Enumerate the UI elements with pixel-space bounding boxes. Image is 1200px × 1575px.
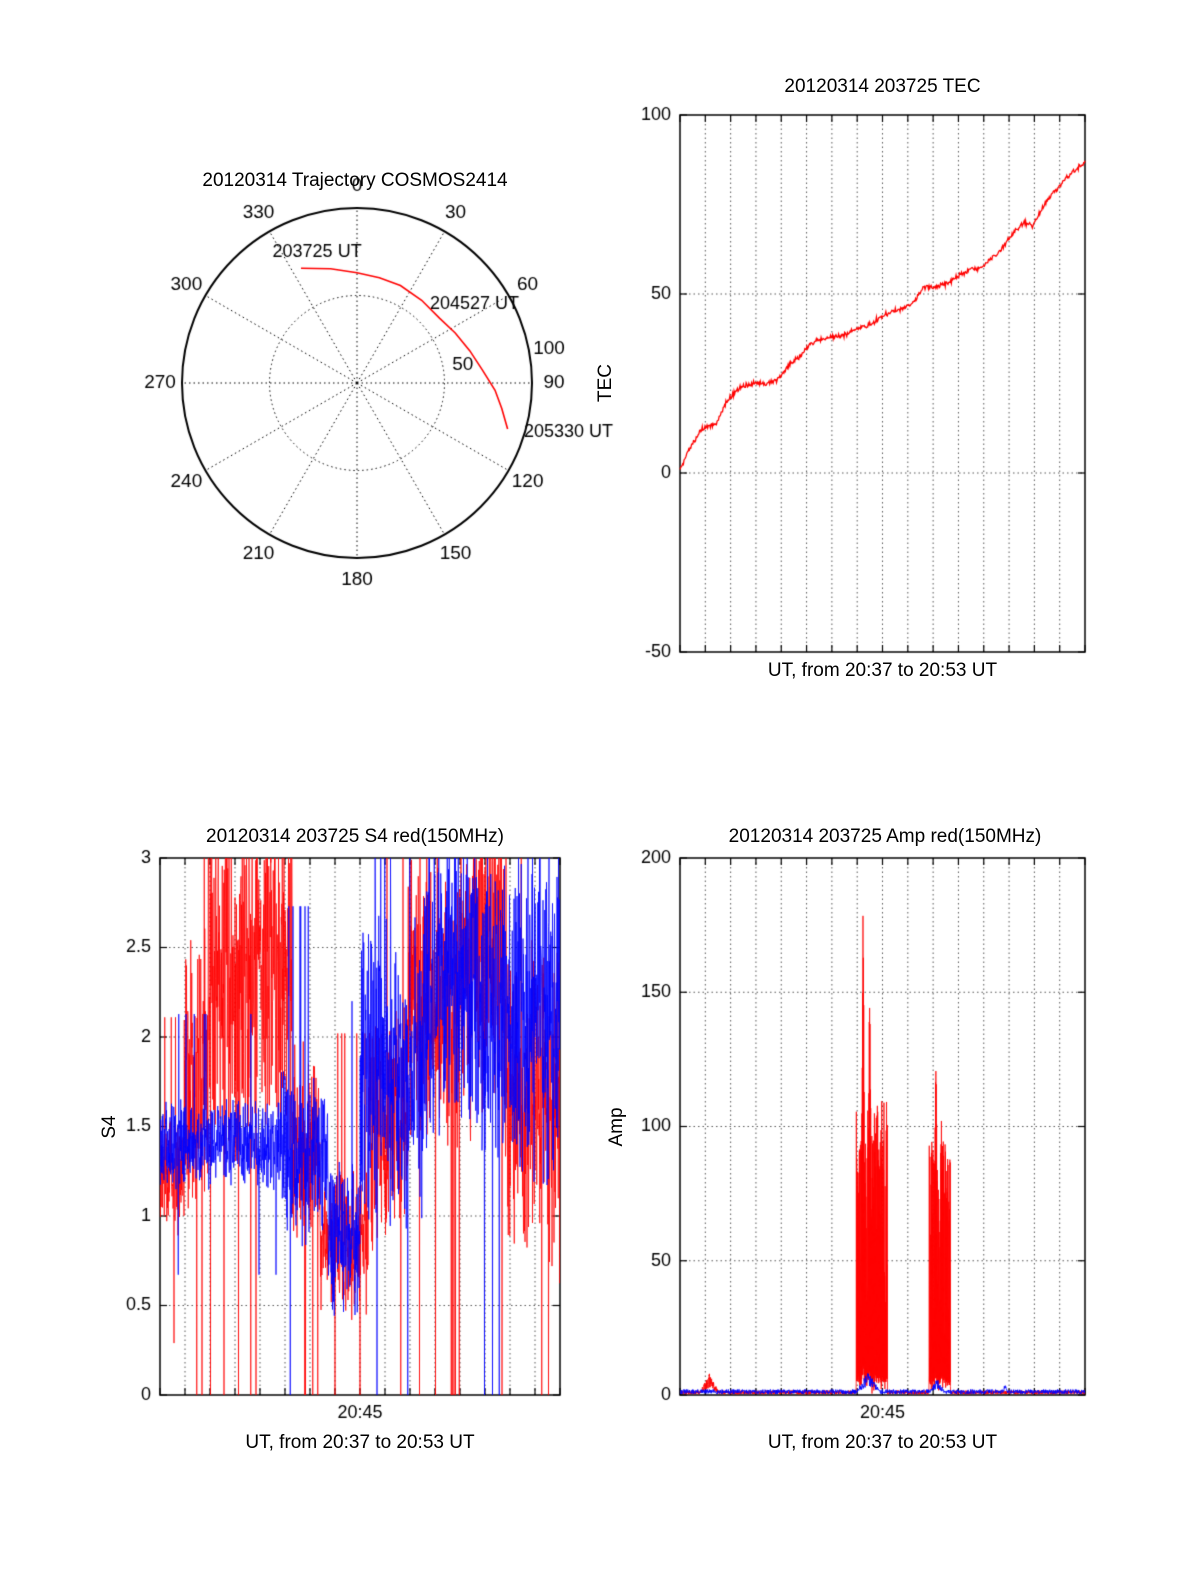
s4-plot-canvas bbox=[90, 815, 600, 1465]
tec-x-axis-label: UT, from 20:37 to 20:53 UT bbox=[767, 660, 998, 681]
trajectory-polar-canvas bbox=[120, 175, 660, 625]
amp-plot-canvas bbox=[610, 815, 1140, 1465]
amp-x-axis-label: UT, from 20:37 to 20:53 UT bbox=[767, 1432, 998, 1453]
s4-x-axis-label: UT, from 20:37 to 20:53 UT bbox=[245, 1432, 475, 1453]
tec-plot-canvas bbox=[580, 70, 1140, 710]
